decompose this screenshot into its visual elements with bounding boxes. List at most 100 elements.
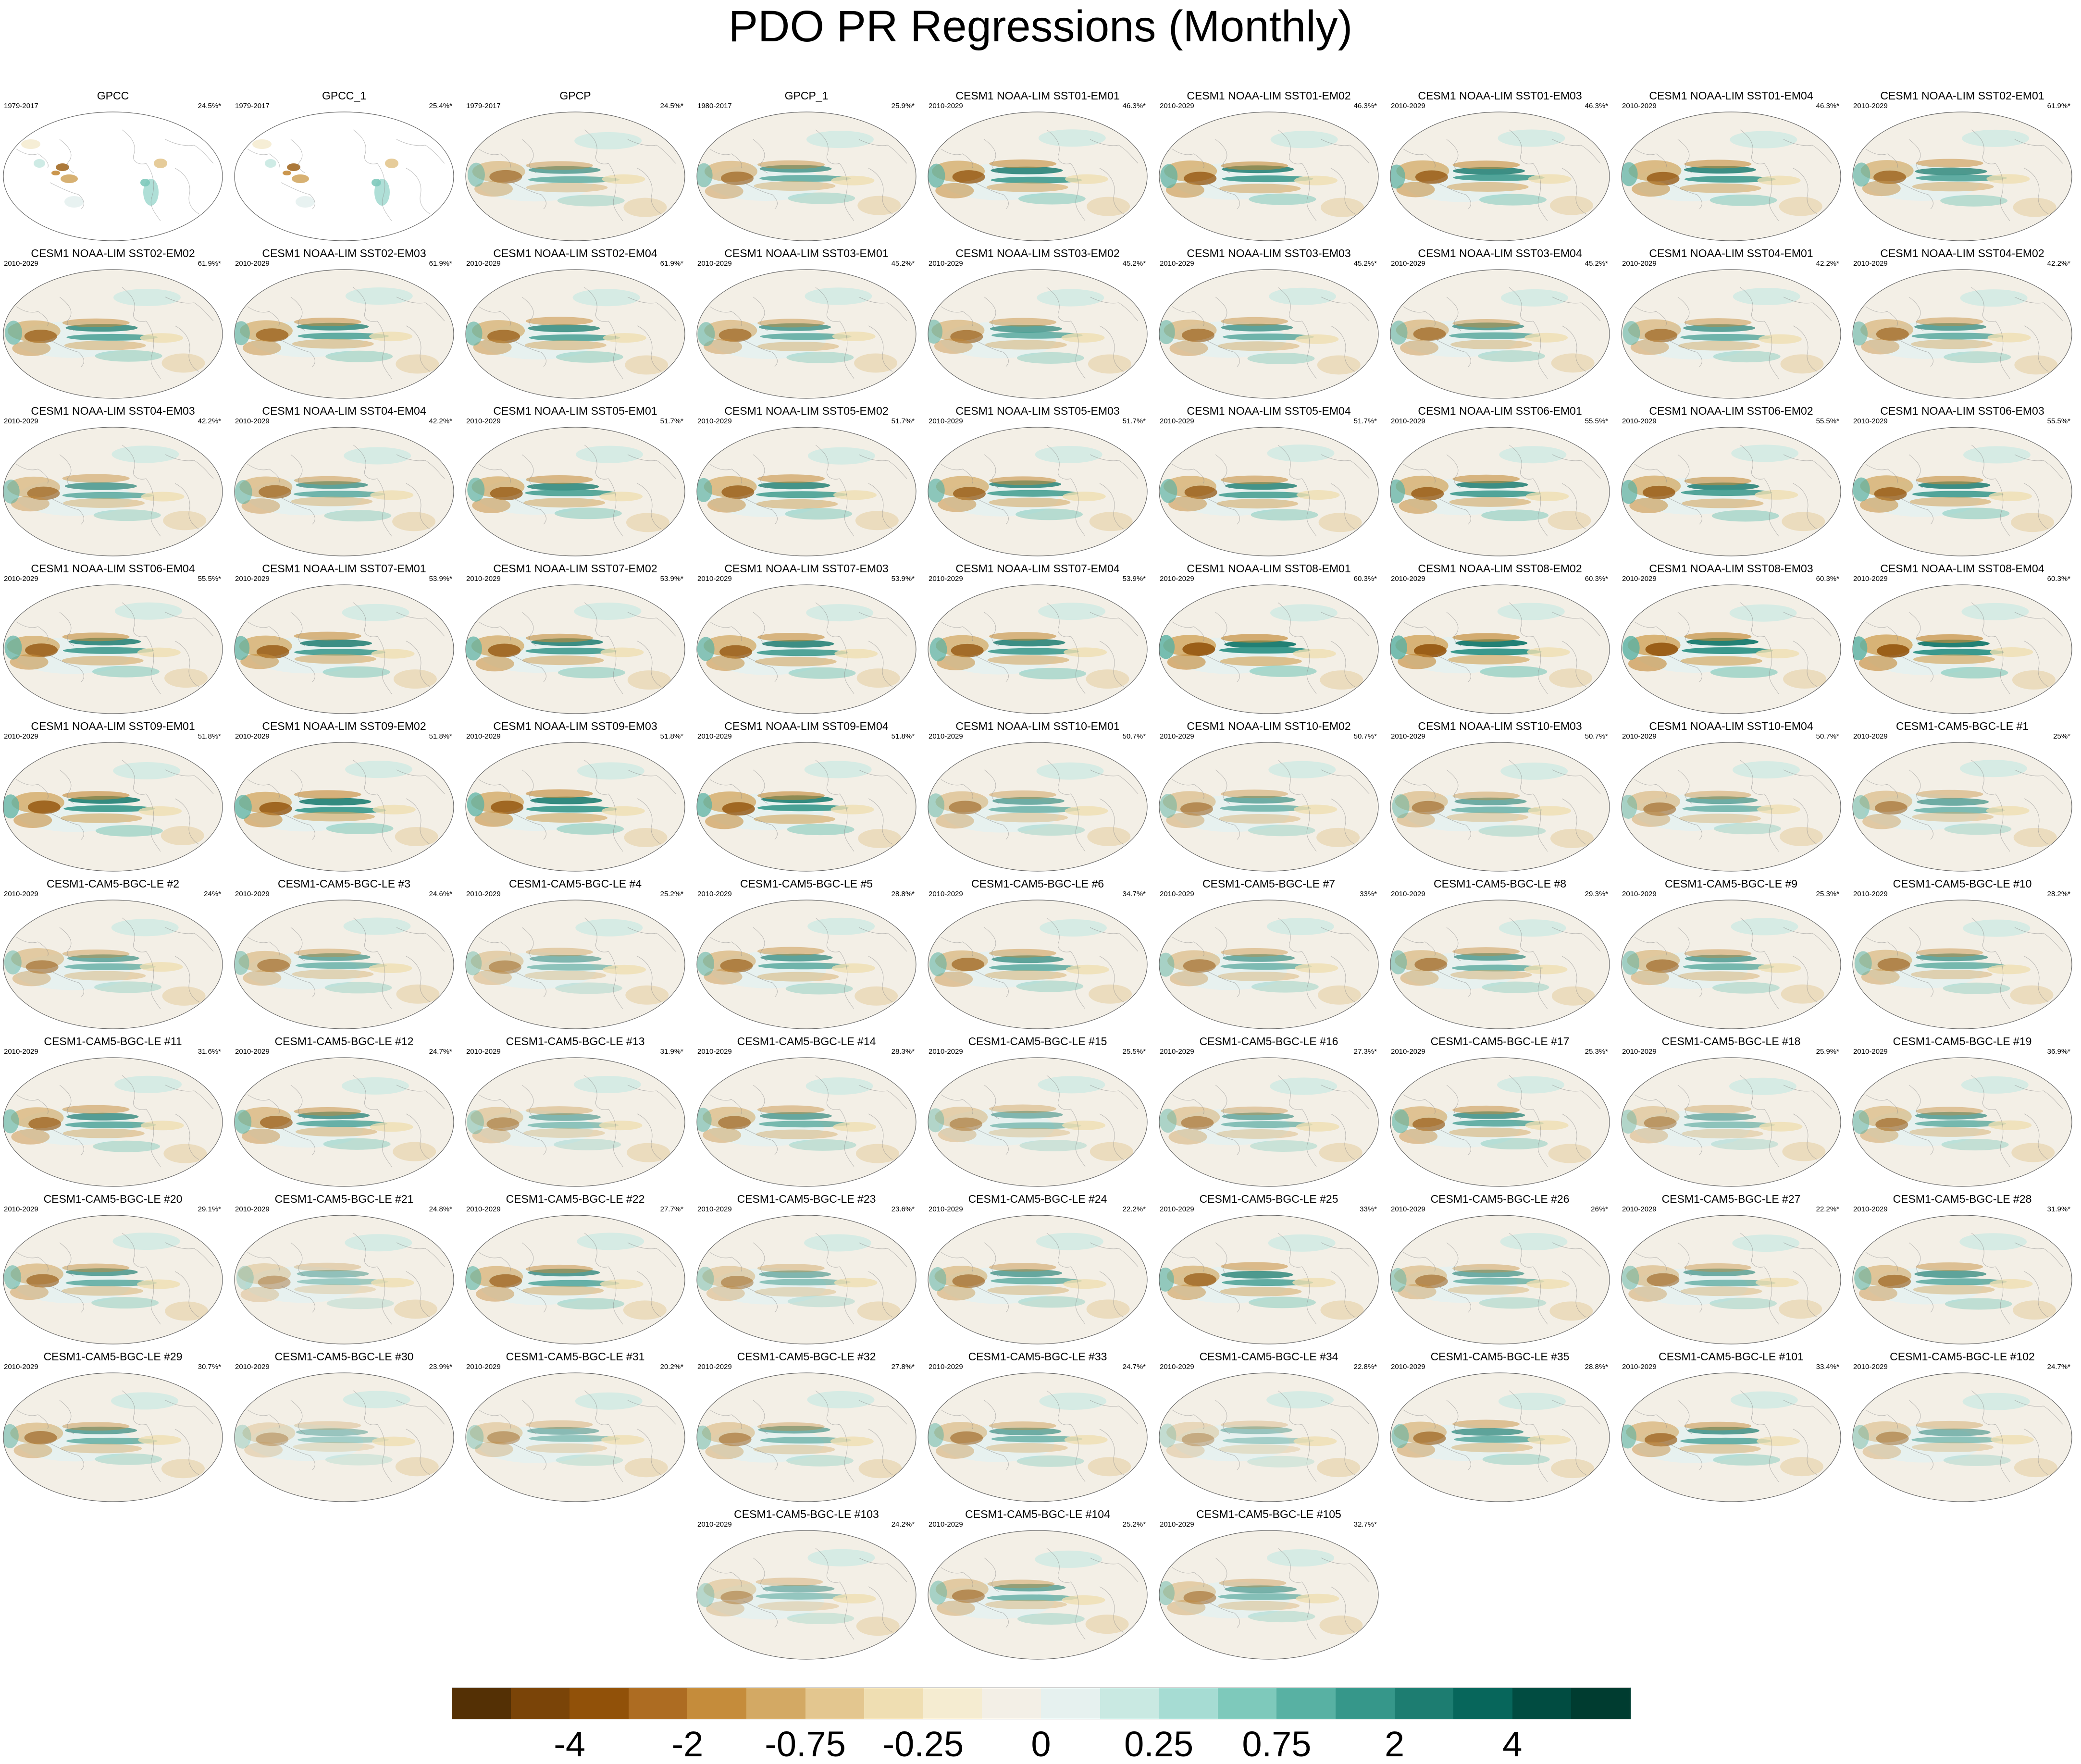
anomaly-region <box>929 952 947 976</box>
anomaly-region <box>991 1110 1063 1119</box>
anomaly-region <box>757 632 825 641</box>
map-border <box>3 742 223 872</box>
panel-period: 2010-2029 <box>1853 1048 1888 1056</box>
anomaly-region <box>1319 1143 1363 1162</box>
coastline <box>512 655 546 682</box>
anomaly-region <box>1160 479 1177 503</box>
anomaly-region <box>936 1600 975 1616</box>
anomaly-region <box>1181 328 1214 342</box>
anomaly-region <box>65 1426 137 1434</box>
coastline <box>1561 1429 1586 1475</box>
anomaly-region <box>1730 131 1797 148</box>
map-border <box>234 269 454 399</box>
coastline <box>1509 287 1534 322</box>
anomaly-region <box>1184 1273 1217 1287</box>
coastline <box>174 798 199 845</box>
anomaly-region <box>834 1278 878 1288</box>
coastline <box>2024 483 2049 530</box>
anomaly-region <box>395 826 438 846</box>
coastline <box>753 454 768 489</box>
anomaly-region <box>13 813 52 828</box>
anomaly-region <box>65 1279 157 1286</box>
map-panel: CESM1 NOAA-LIM SST06-EM02 2010-2029 55.5%* <box>1618 405 1844 559</box>
anomaly-region <box>62 1263 130 1272</box>
coastline <box>50 970 84 998</box>
anomaly-region <box>238 1263 291 1285</box>
anomaly-region <box>370 1122 413 1132</box>
anomaly-region <box>697 322 715 346</box>
anomaly-region <box>1412 1117 1446 1131</box>
panel-variance: 60.3%* <box>2047 575 2070 583</box>
map-border <box>234 584 454 714</box>
coastline <box>815 760 840 795</box>
regression-map <box>696 269 917 399</box>
coastline <box>281 182 315 210</box>
coastline <box>1403 1094 1436 1114</box>
anomaly-region <box>529 955 602 963</box>
coastline <box>984 1400 999 1434</box>
anomaly-region <box>466 951 482 975</box>
anomaly-region <box>575 919 643 937</box>
anomaly-region <box>260 1116 293 1130</box>
map-border <box>928 427 1148 556</box>
coastline <box>1677 139 1693 173</box>
anomaly-region <box>1399 1128 1438 1144</box>
coastline <box>2014 296 2063 321</box>
anomaly-region <box>757 972 839 982</box>
colorbar-segment <box>510 1688 570 1719</box>
coastline <box>743 497 778 525</box>
anomaly-region <box>1218 1601 1300 1611</box>
land-anomaly <box>51 171 60 175</box>
regression-map <box>696 742 917 872</box>
anomaly-region <box>1731 918 1798 936</box>
anomaly-region <box>1711 510 1779 522</box>
anomaly-region <box>1225 1585 1297 1593</box>
anomaly-region <box>1250 1140 1317 1152</box>
anomaly-region <box>1450 648 1542 655</box>
anomaly-region <box>1317 985 1361 1005</box>
anomaly-region <box>1222 333 1314 341</box>
anomaly-region <box>372 804 416 814</box>
panel-title: CESM1 NOAA-LIM SST07-EM02 <box>493 562 657 575</box>
coastline <box>290 1242 306 1277</box>
coastline <box>839 1109 855 1167</box>
coastline <box>247 148 280 169</box>
anomaly-region <box>952 958 985 972</box>
coastline <box>165 139 214 164</box>
panel-period: 2010-2029 <box>1622 417 1657 425</box>
coastline <box>521 139 537 173</box>
anomaly-region <box>1448 1285 1530 1295</box>
panel-variance: 24.7%* <box>429 1048 452 1056</box>
regression-map <box>1621 742 1841 872</box>
coastline <box>1437 1443 1471 1470</box>
coastline <box>59 454 74 489</box>
anomaly-region <box>703 1579 756 1600</box>
coastline <box>1046 602 1071 637</box>
anomaly-region <box>1916 1420 1983 1430</box>
coastline <box>743 813 778 840</box>
coastline <box>1172 1252 1204 1272</box>
anomaly-region <box>1268 761 1336 778</box>
coastline <box>290 769 306 804</box>
coastline <box>1099 1429 1124 1475</box>
coastline <box>1533 163 1548 222</box>
coastline <box>941 1252 973 1272</box>
coastline <box>146 478 161 537</box>
coastline <box>815 602 840 637</box>
anomaly-region <box>1221 161 1288 170</box>
panel-period: 2010-2029 <box>466 259 501 268</box>
map-border <box>465 1372 685 1502</box>
anomaly-region <box>756 499 838 509</box>
coastline <box>406 641 431 687</box>
map-border <box>1390 1372 1610 1502</box>
anomaly-region <box>1452 1419 1520 1429</box>
anomaly-region <box>1478 825 1546 837</box>
regression-map <box>1390 584 1610 714</box>
coastline <box>1301 1109 1317 1167</box>
anomaly-region <box>937 1285 976 1301</box>
coastline <box>353 287 378 322</box>
anomaly-region <box>114 1075 182 1093</box>
anomaly-region <box>1295 963 1338 973</box>
coastline <box>1446 927 1462 962</box>
coastline <box>637 956 662 1002</box>
